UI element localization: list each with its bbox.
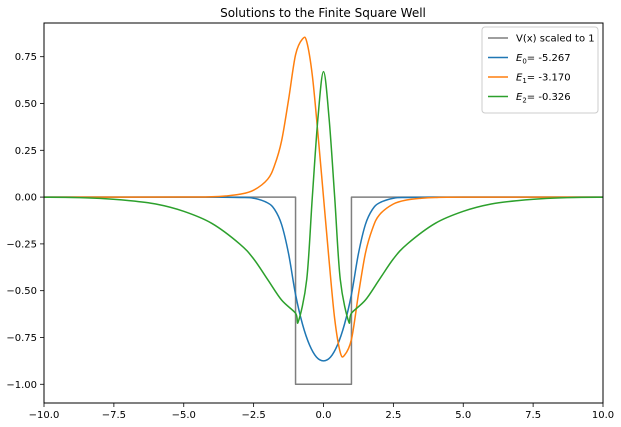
x-tick-label: −10.0 bbox=[29, 410, 60, 421]
y-tick-label: −1.00 bbox=[6, 380, 37, 391]
x-tick-label: 5.0 bbox=[455, 410, 471, 421]
legend-entry-3: E2= -0.326 bbox=[516, 92, 571, 105]
series-line-0 bbox=[44, 196, 603, 386]
y-tick-label: 0.50 bbox=[15, 99, 37, 110]
x-tick-label: 2.5 bbox=[385, 410, 401, 421]
y-axis-ticks: −1.00 −0.75 −0.50 −0.25 0.00 0.25 0.50 0.75 bbox=[6, 52, 44, 391]
legend: V(x) scaled to 1 E0= -5.267 E1= -3.170 E2= … bbox=[481, 26, 599, 114]
legend-box bbox=[481, 26, 599, 114]
y-tick-label: 0.00 bbox=[15, 193, 37, 204]
x-axis-ticks: −10.0 −7.5 −5.0 −2.5 0.0 2.5 5.0 7.5 10.0 bbox=[29, 403, 614, 421]
legend-entry-2: E1= -3.170 bbox=[516, 73, 571, 86]
x-tick-label: 10.0 bbox=[592, 410, 614, 421]
plot-area bbox=[43, 36, 604, 386]
x-tick-label: 7.5 bbox=[525, 410, 541, 421]
y-tick-label: 0.75 bbox=[15, 52, 37, 63]
legend-entry-0: V(x) scaled to 1 bbox=[516, 34, 595, 45]
series-line-3 bbox=[43, 70, 604, 324]
x-tick-label: −7.5 bbox=[102, 410, 126, 421]
x-tick-label: −5.0 bbox=[172, 410, 196, 421]
x-tick-label: 0.0 bbox=[316, 410, 332, 421]
series-line-2 bbox=[43, 36, 604, 358]
y-tick-label: −0.25 bbox=[6, 239, 37, 250]
y-tick-label: −0.50 bbox=[6, 286, 37, 297]
chart-title: Solutions to the Finite Square Well bbox=[220, 6, 426, 20]
y-tick-label: 0.25 bbox=[15, 146, 37, 157]
x-tick-label: −2.5 bbox=[241, 410, 265, 421]
y-tick-label: −0.75 bbox=[6, 333, 37, 344]
series-line-1 bbox=[43, 196, 604, 362]
legend-entry-1: E0= -5.267 bbox=[516, 53, 571, 66]
